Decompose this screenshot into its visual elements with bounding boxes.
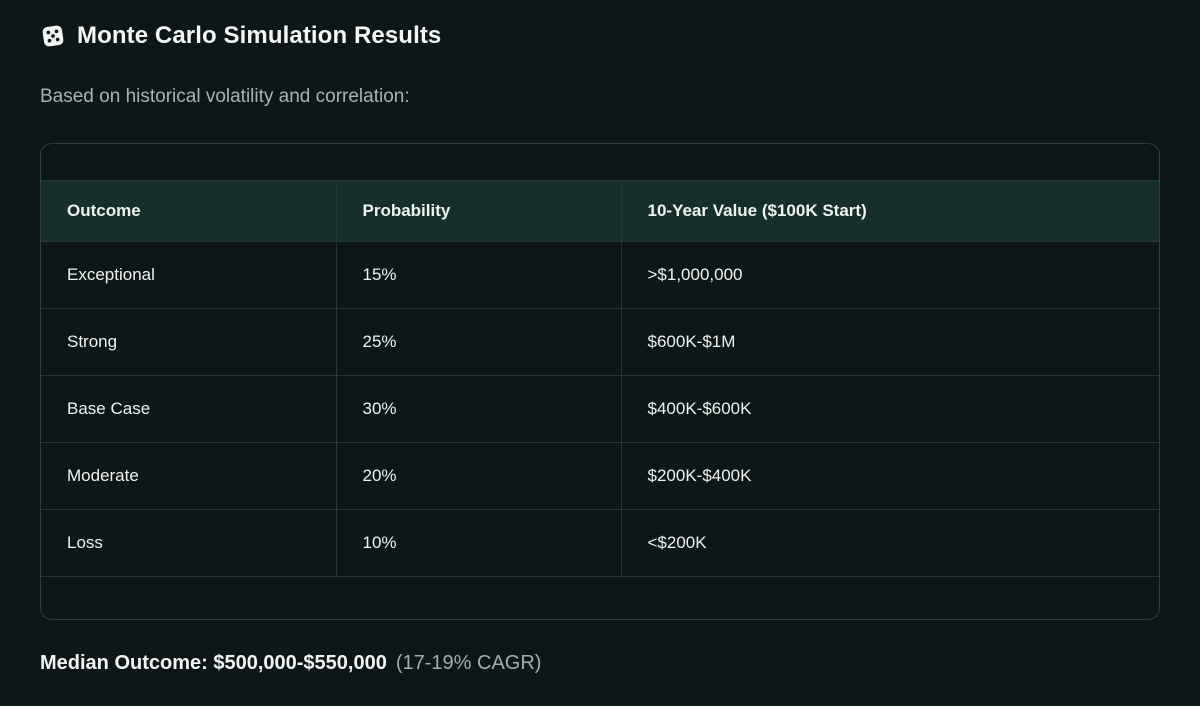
table-cell: Strong (41, 308, 337, 376)
results-table: Outcome Probability 10-Year Value ($100K S… (41, 180, 1159, 577)
table-cell: 25% (335, 308, 622, 376)
page-title: Monte Carlo Simulation Results (77, 22, 442, 49)
table-cell: $200K-$400K (620, 442, 1159, 510)
table-cell: 30% (335, 375, 622, 443)
table-cell: 20% (335, 442, 622, 510)
column-header: Probability (335, 180, 622, 242)
table-row: Base Case 30% $400K-$600K (41, 375, 1159, 443)
table-cell: <$200K (620, 509, 1159, 577)
table-body: Exceptional 15% >$1,000,000 Strong 25% $600K-… (41, 241, 1159, 577)
column-header: 10-Year Value ($100K Start) (620, 180, 1159, 242)
table-cell: Moderate (41, 442, 337, 510)
column-header: Outcome (41, 180, 337, 242)
table-cell: >$1,000,000 (620, 241, 1159, 309)
dice-icon (40, 23, 66, 49)
table-header-row: Outcome Probability 10-Year Value ($100K S… (41, 180, 1159, 242)
table-cell: $400K-$600K (620, 375, 1159, 443)
table-cell: 15% (335, 241, 622, 309)
table-cell: $600K-$1M (620, 308, 1159, 376)
table-row: Exceptional 15% >$1,000,000 (41, 241, 1159, 309)
median-outcome-line: Median Outcome: $500,000-$550,000 (17-19… (40, 652, 1160, 675)
cagr-note: (17-19% CAGR) (395, 652, 542, 674)
table-header: Outcome Probability 10-Year Value ($100K S… (41, 180, 1159, 242)
median-outcome-value: Median Outcome: $500,000-$550,000 (40, 652, 387, 674)
table-row: Strong 25% $600K-$1M (41, 308, 1159, 376)
table-cell: 10% (335, 509, 622, 577)
table-cell: Loss (41, 509, 337, 577)
page-subtitle: Based on historical volatility and corre… (40, 86, 410, 107)
page-header: Monte Carlo Simulation Results (40, 22, 1160, 50)
table-cell: Exceptional (41, 241, 337, 309)
results-table-card: Outcome Probability 10-Year Value ($100K S… (40, 143, 1160, 620)
table-cell: Base Case (41, 375, 337, 443)
page: Monte Carlo Simulation Results Based on … (40, 22, 1160, 675)
table-row: Loss 10% <$200K (41, 509, 1159, 577)
table-row: Moderate 20% $200K-$400K (41, 442, 1159, 510)
